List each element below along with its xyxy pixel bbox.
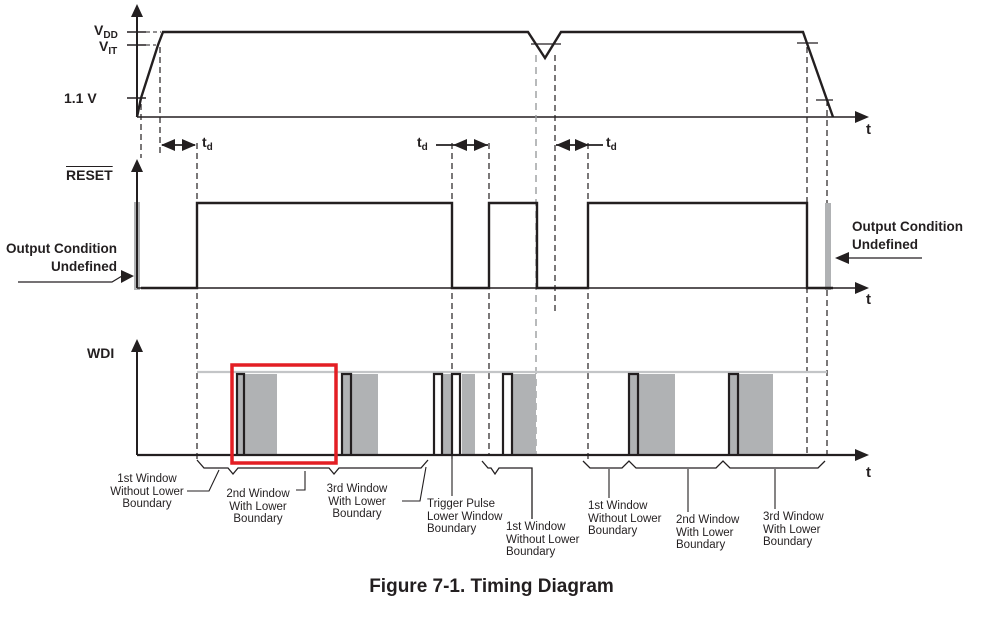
t-label-bottom: t: [866, 464, 871, 481]
reset-time-axis-arrow-icon: [855, 282, 869, 294]
wdi-label: WDI: [87, 345, 115, 361]
t-label-top: t: [866, 121, 871, 138]
wdi-window-label-3: 3rd Window With Lower Boundary: [326, 483, 388, 521]
wdi-shade-3: [443, 374, 451, 455]
wdi-pulse-2: [340, 372, 353, 455]
wdi-pulse-4: [450, 372, 462, 455]
td-arrow-3: [556, 139, 603, 151]
wdi-pulse-7: [727, 372, 740, 455]
window-bracket-right-group: [582, 460, 826, 469]
wdi-shade-1: [236, 374, 277, 455]
v11-label: 1.1 V: [64, 90, 97, 106]
wdi-shade-2: [342, 374, 378, 455]
vdd-time-axis-arrow-icon: [855, 111, 869, 123]
output-condition-undefined-left: Output Condition Undefined: [6, 241, 117, 274]
t-label-middle: t: [866, 291, 871, 308]
td3-right-arrow-icon: [575, 139, 589, 151]
td2-right-arrow-icon: [474, 139, 488, 151]
leader-window-3: [402, 466, 427, 502]
reset-label: RESET: [66, 167, 113, 183]
undefined-right-arrow-icon: [835, 252, 849, 264]
undefined-left-arrow-icon: [121, 270, 134, 283]
wdi-window-label-7: 3rd Window With Lower Boundary: [763, 511, 824, 549]
wdi-window-label-4: 1st Window Without Lower Boundary: [506, 521, 580, 559]
wdi-window-label-trigger: Trigger Pulse Lower Window Boundary: [427, 498, 503, 536]
vdd-voltage-axis-arrow-icon: [131, 4, 143, 17]
wdi-pulse-6: [627, 372, 640, 455]
td-arrow-2: [436, 139, 488, 151]
wdi-time-axis-arrow-icon: [855, 449, 869, 461]
wdi-shade-5: [513, 374, 536, 455]
wdi-window-label-1: 1st Window Without Lower Boundary: [110, 473, 184, 511]
td-label-1: td: [202, 134, 213, 153]
window-bracket-left-group: [196, 459, 429, 476]
wdi-window-label-6: 2nd Window With Lower Boundary: [676, 514, 740, 552]
output-condition-undefined-right: Output Condition Undefined: [852, 219, 963, 252]
td-label-2: td: [417, 134, 428, 153]
highlight-box: [230, 363, 338, 465]
undefined-leader-left: [18, 270, 134, 283]
vdd-waveform: [135, 30, 835, 118]
td1-right-arrow-icon: [182, 139, 196, 151]
td-label-3: td: [606, 134, 617, 153]
td1-left-arrow-icon: [161, 139, 175, 151]
wdi-window-label-2: 2nd Window With Lower Boundary: [226, 488, 290, 526]
wdi-shade-6: [629, 374, 675, 455]
figure-caption: Figure 7-1. Timing Diagram: [369, 576, 614, 597]
vit-label: VIT: [99, 38, 118, 57]
window-bracket-middle: [481, 460, 533, 519]
wdi-pulse-5: [501, 372, 514, 455]
wdi-shade-4: [462, 374, 475, 455]
td3-left-arrow-icon: [556, 139, 570, 151]
leader-window-1: [187, 469, 220, 492]
wdi-pulse-1: [235, 372, 246, 455]
reset-undefined-bar-right: [825, 203, 831, 290]
wdi-window-label-5: 1st Window Without Lower Boundary: [588, 500, 662, 538]
wdi-pulse-3: [432, 372, 444, 455]
vdd-label: VDD: [94, 22, 118, 41]
wdi-shade-7: [729, 374, 773, 455]
undefined-leader-right: [835, 252, 922, 264]
leader-window-2: [296, 471, 306, 491]
reset-waveform: [141, 201, 833, 290]
td-arrow-1: [161, 139, 196, 151]
td2-left-arrow-icon: [453, 139, 467, 151]
wdi-signal-axis-arrow-icon: [131, 339, 143, 352]
reset-signal-axis-arrow-icon: [131, 159, 143, 172]
